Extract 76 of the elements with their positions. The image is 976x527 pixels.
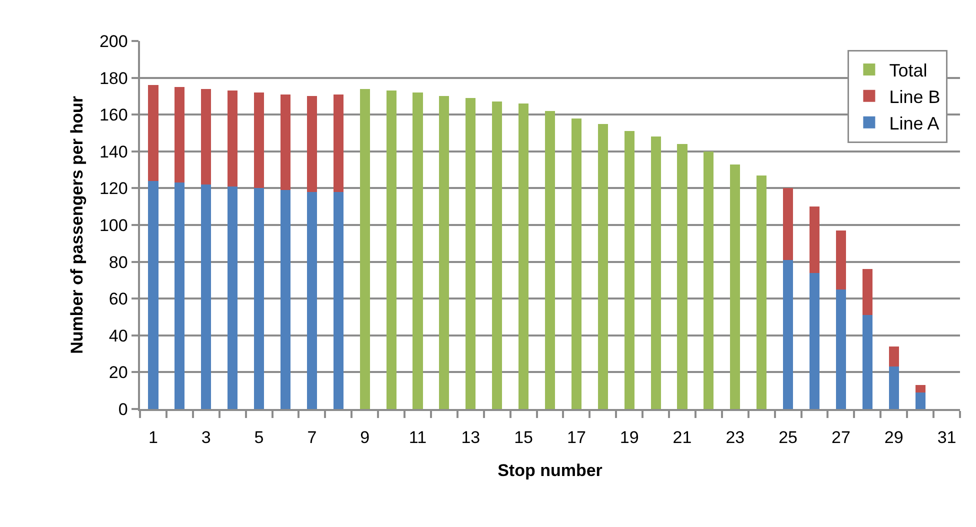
legend-label: Line A	[889, 113, 940, 134]
x-tick-label: 27	[832, 428, 850, 448]
y-tick-label: 0	[118, 400, 128, 419]
bar	[439, 96, 450, 409]
x-tick-label: 7	[307, 428, 317, 448]
bar	[254, 92, 264, 188]
bar	[174, 87, 185, 183]
bar	[783, 260, 794, 409]
x-tick-label: 11	[408, 428, 427, 448]
y-axis-title: Number of passengers per hour	[68, 96, 87, 354]
bar	[360, 88, 370, 409]
bar	[228, 186, 238, 409]
x-tick-label: 9	[360, 428, 370, 448]
bar	[148, 85, 158, 181]
bar	[915, 392, 926, 409]
bar	[888, 346, 899, 367]
x-tick-label: 1	[148, 428, 158, 448]
y-tick-label: 140	[99, 142, 128, 162]
bar	[624, 131, 634, 409]
bar	[280, 94, 291, 190]
x-tick-label: 15	[514, 428, 534, 448]
bar	[518, 104, 529, 409]
bar	[650, 136, 661, 409]
x-tick-label: 25	[778, 428, 798, 448]
bar	[544, 110, 556, 409]
bar	[466, 98, 476, 409]
bar	[280, 190, 291, 409]
legend-label: Total	[889, 60, 928, 81]
bar	[333, 192, 344, 409]
y-tick-label: 120	[99, 179, 128, 198]
bar	[228, 90, 238, 186]
bar	[333, 94, 344, 192]
x-tick-label: 31	[937, 428, 956, 448]
y-tick-label: 80	[108, 252, 128, 272]
bar	[888, 366, 899, 409]
bar	[598, 124, 608, 409]
bar	[836, 230, 846, 290]
y-tick-label: 60	[108, 290, 128, 309]
y-tick-label: 40	[108, 326, 128, 346]
bar	[809, 206, 820, 273]
bar	[306, 192, 317, 409]
bar	[862, 269, 872, 316]
bar	[386, 90, 396, 409]
bar	[201, 88, 212, 185]
y-tick-label: 200	[99, 32, 128, 51]
bar	[412, 92, 423, 409]
bar	[783, 188, 794, 260]
bar	[254, 188, 264, 409]
bar	[756, 175, 767, 409]
x-tick-label: 13	[461, 428, 480, 448]
y-tick-label: 100	[99, 216, 128, 235]
x-tick-label: 29	[884, 428, 904, 448]
bar	[862, 315, 872, 409]
bar	[677, 144, 688, 409]
x-tick-label: 19	[620, 428, 639, 448]
y-tick-label: 20	[108, 363, 128, 382]
bar	[836, 289, 846, 409]
y-tick-label: 180	[99, 68, 128, 88]
y-tick-label: 160	[99, 106, 128, 125]
bar	[306, 96, 317, 192]
x-tick-label: 17	[566, 428, 586, 448]
legend-label: Line B	[889, 86, 940, 107]
bar	[201, 184, 212, 409]
bar	[730, 164, 740, 409]
bar	[571, 118, 582, 409]
x-tick-label: 5	[254, 428, 264, 448]
bar	[148, 180, 158, 409]
bar	[492, 102, 502, 409]
bar	[809, 272, 820, 409]
x-tick-label: 23	[726, 428, 745, 448]
x-axis-title: Stop number	[498, 461, 603, 480]
bar	[174, 182, 185, 409]
x-tick-label: 3	[201, 428, 211, 448]
bar	[915, 385, 926, 392]
x-tick-label: 21	[672, 428, 692, 448]
bar	[704, 151, 714, 409]
